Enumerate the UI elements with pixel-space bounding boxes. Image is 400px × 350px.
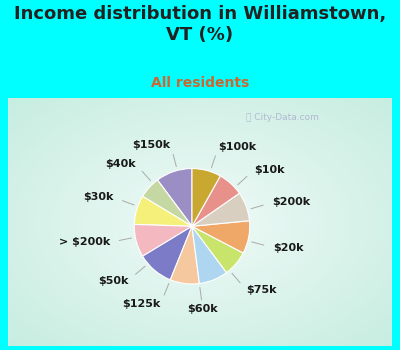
Wedge shape [192,221,250,253]
Text: $200k: $200k [272,197,310,208]
Wedge shape [134,224,192,256]
Text: Income distribution in Williamstown,
VT (%): Income distribution in Williamstown, VT … [14,5,386,44]
Wedge shape [143,226,192,280]
Text: $30k: $30k [83,193,114,202]
Text: > $200k: > $200k [58,237,110,247]
Wedge shape [158,168,192,226]
Wedge shape [192,168,220,226]
Wedge shape [192,226,243,273]
Text: $40k: $40k [105,159,136,169]
Wedge shape [170,226,199,284]
Text: ⓘ City-Data.com: ⓘ City-Data.com [246,113,319,122]
Text: $75k: $75k [246,285,277,295]
Wedge shape [134,196,192,226]
Wedge shape [192,226,226,284]
Text: $125k: $125k [122,299,160,309]
Text: $100k: $100k [218,142,256,152]
Text: $150k: $150k [133,140,171,150]
Text: $50k: $50k [98,275,128,286]
Text: $20k: $20k [273,243,304,252]
Wedge shape [192,193,250,226]
Text: $60k: $60k [187,304,218,314]
Wedge shape [192,176,239,226]
Wedge shape [143,180,192,226]
Text: $10k: $10k [254,165,284,175]
Text: All residents: All residents [151,76,249,90]
